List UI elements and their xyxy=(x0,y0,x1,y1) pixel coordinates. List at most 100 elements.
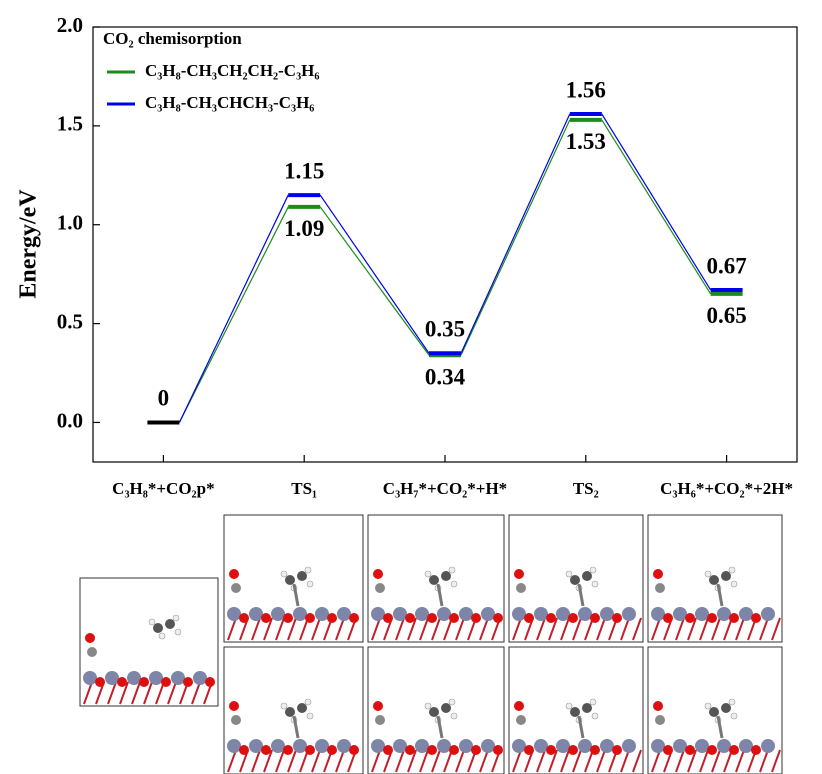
molecule-carbon xyxy=(570,575,580,585)
value-label: 0.34 xyxy=(425,365,466,390)
metal-atom xyxy=(415,607,429,621)
oxygen-atom xyxy=(205,677,215,687)
molecule-carbon xyxy=(429,575,439,585)
oxygen-atom xyxy=(261,613,271,623)
oxygen-atom xyxy=(685,745,695,755)
value-label: 1.09 xyxy=(284,216,324,241)
metal-atom xyxy=(717,739,731,753)
legend-label: C₃H₈-CH₃CH₂CH₂-C₃H₆ xyxy=(145,61,320,80)
metal-atom xyxy=(534,739,548,753)
hydrogen xyxy=(175,629,181,635)
oxygen-atom xyxy=(117,677,127,687)
y-tick-label: 0.0 xyxy=(57,408,83,432)
x-tick-label: C₃H₈*+CO₂p* xyxy=(112,479,214,498)
molecule-carbon xyxy=(285,707,295,717)
value-label: 0.65 xyxy=(706,303,746,328)
y-tick-label: 0.5 xyxy=(57,309,83,333)
y-tick-label: 1.5 xyxy=(57,112,83,136)
structure-snapshot xyxy=(509,515,643,642)
metal-atom xyxy=(415,739,429,753)
y-tick-label: 1.0 xyxy=(57,211,83,235)
metal-atom xyxy=(459,607,473,621)
value-label: 0.67 xyxy=(706,253,746,278)
hydrogen xyxy=(281,703,287,709)
metal-atom xyxy=(761,607,775,621)
oxygen-atom xyxy=(707,745,717,755)
hydrogen xyxy=(729,699,735,705)
oxygen-atom xyxy=(183,677,193,687)
hydrogen xyxy=(173,615,179,621)
hydrogen xyxy=(729,567,735,573)
metal-atom xyxy=(293,607,307,621)
oxygen-atom xyxy=(707,613,717,623)
metal-atom xyxy=(481,607,495,621)
legend-title: CO₂ chemisorption xyxy=(103,29,242,48)
metal-atom xyxy=(271,607,285,621)
oxygen-atom xyxy=(161,677,171,687)
hydrogen xyxy=(592,581,598,587)
metal-atom xyxy=(600,607,614,621)
oxygen-atom xyxy=(612,745,622,755)
value-label: 1.56 xyxy=(566,77,606,102)
co2-carbon xyxy=(375,583,385,593)
metal-atom xyxy=(739,739,753,753)
oxygen-atom xyxy=(663,745,673,755)
oxygen-atom xyxy=(383,745,393,755)
metal-atom xyxy=(695,607,709,621)
oxygen-atom xyxy=(239,613,249,623)
metal-atom xyxy=(673,607,687,621)
metal-atom xyxy=(227,739,241,753)
oxygen-atom xyxy=(471,745,481,755)
oxygen-atom xyxy=(405,613,415,623)
connector xyxy=(602,114,711,290)
metal-atom xyxy=(249,607,263,621)
metal-atom xyxy=(622,739,636,753)
hydrogen xyxy=(592,713,598,719)
hydrogen xyxy=(451,581,457,587)
metal-atom xyxy=(171,671,185,685)
oxygen-atom xyxy=(283,745,293,755)
structure-snapshot xyxy=(648,647,782,774)
value-label: 1.15 xyxy=(284,158,324,183)
oxygen-atom xyxy=(95,677,105,687)
metal-atom xyxy=(315,739,329,753)
co2-oxygen xyxy=(373,569,383,579)
oxygen-atom xyxy=(383,613,393,623)
hydrogen xyxy=(425,703,431,709)
metal-atom xyxy=(127,671,141,685)
hydrogen xyxy=(451,713,457,719)
hydrogen xyxy=(305,699,311,705)
structure-snapshot xyxy=(224,647,363,774)
metal-atom xyxy=(556,739,570,753)
x-tick-label: C₃H₇*+CO₂*+H* xyxy=(383,479,507,498)
oxygen-atom xyxy=(590,613,600,623)
hydrogen xyxy=(449,699,455,705)
metal-atom xyxy=(193,671,207,685)
hydrogen xyxy=(307,713,313,719)
metal-atom xyxy=(437,607,451,621)
oxygen-atom xyxy=(546,613,556,623)
oxygen-atom xyxy=(685,613,695,623)
hydrogen xyxy=(281,571,287,577)
metal-atom xyxy=(337,739,351,753)
oxygen-atom xyxy=(524,613,534,623)
metal-atom xyxy=(437,739,451,753)
hydrogen xyxy=(449,567,455,573)
structure-snapshot xyxy=(80,578,218,706)
co2-carbon xyxy=(516,715,526,725)
metal-atom xyxy=(651,739,665,753)
oxygen-atom xyxy=(139,677,149,687)
oxygen-atom xyxy=(751,745,761,755)
structure-snapshot xyxy=(368,647,504,774)
molecule-carbon xyxy=(709,575,719,585)
co2-oxygen xyxy=(653,569,663,579)
molecule-carbon xyxy=(441,571,451,581)
metal-atom xyxy=(393,739,407,753)
co2-oxygen xyxy=(85,633,95,643)
co2-carbon xyxy=(655,715,665,725)
oxygen-atom xyxy=(471,613,481,623)
metal-atom xyxy=(249,739,263,753)
metal-atom xyxy=(622,607,636,621)
legend-label: C₃H₈-CH₃CHCH₃-C₃H₆ xyxy=(145,93,314,112)
metal-atom xyxy=(315,607,329,621)
